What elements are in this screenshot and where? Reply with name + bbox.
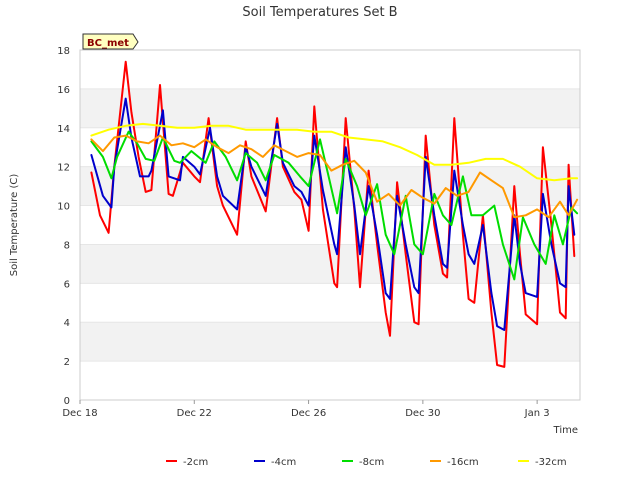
series-line [90,60,576,368]
y-tick-label: 2 [64,357,70,368]
legend-label: -16cm [447,457,479,468]
series-lines [90,60,579,368]
y-axis-ticks: 0 2 4 6 8 10 12 14 16 18 [57,46,70,407]
y-tick-label: 0 [64,396,70,407]
y-axis-label: Soil Temperature (C) [9,174,20,277]
x-axis-ticks: Dec 18 Dec 22 Dec 26 Dec 30 Jan 3 [62,400,550,419]
series-line [90,134,579,219]
series-line [90,122,579,182]
legend: -2cm -4cm -8cm -16cm -32cm [166,457,567,468]
grid-band [80,283,580,323]
grid-band [80,50,580,89]
legend-label: -2cm [183,457,208,468]
x-tick-label: Dec 30 [405,408,440,419]
site-label-box: BC_met [82,33,139,50]
y-tick-label: 8 [64,240,70,251]
site-label: BC_met [87,38,129,49]
y-tick-label: 4 [64,318,70,329]
x-tick-label: Jan 3 [524,408,550,419]
y-tick-label: 16 [57,85,70,96]
y-tick-label: 10 [57,202,70,213]
legend-label: -32cm [535,457,567,468]
x-tick-label: Dec 22 [177,408,212,419]
y-tick-label: 12 [57,163,70,174]
grid-band [80,88,580,128]
x-tick-label: Dec 18 [62,408,97,419]
x-axis-label: Time [553,425,578,436]
legend-label: -8cm [359,457,384,468]
series-line [90,130,579,281]
x-tick-label: Dec 26 [291,408,326,419]
grid-band [80,361,580,400]
y-tick-label: 14 [57,124,70,135]
y-tick-label: 18 [57,46,70,57]
legend-label: -4cm [271,457,296,468]
plot-area [79,49,581,401]
series-line [90,97,576,331]
chart-title: Soil Temperatures Set B [242,5,397,20]
y-tick-label: 6 [64,279,70,290]
